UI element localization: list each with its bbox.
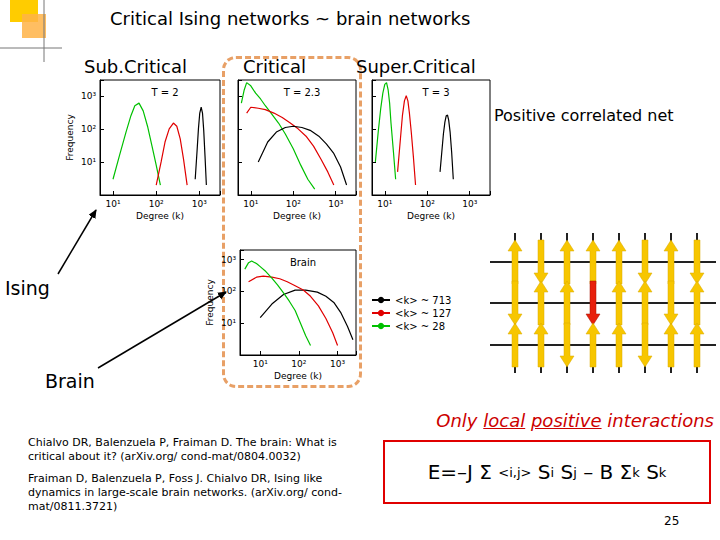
- html-text:Sub.Critical: Sub.Critical: [84, 56, 187, 77]
- svg-text:Brain: Brain: [290, 257, 316, 268]
- html-text:E=–J Σ<i,j>SiSj– B ΣkSk: E=–J Σ<i,j>SiSj– B ΣkSk: [427, 460, 667, 484]
- svg-text:T = 2.3: T = 2.3: [283, 87, 321, 98]
- svg-text:Degree (k): Degree (k): [274, 371, 322, 381]
- html-text:25: 25: [664, 514, 680, 528]
- svg-text:<k> ~ 127: <k> ~ 127: [395, 308, 451, 319]
- svg-text:<k> ~ 713: <k> ~ 713: [395, 295, 451, 306]
- svg-text:Degree (k): Degree (k): [136, 211, 184, 221]
- html-text:Chialvo DR, Balenzuela P, Frai: Chialvo DR, Balenzuela P, Fraiman D. The…: [28, 436, 337, 463]
- svg-text:T = 2: T = 2: [150, 87, 178, 98]
- svg-text:10¹: 10¹: [105, 199, 120, 209]
- svg-text:10¹: 10¹: [377, 199, 392, 209]
- html-text:Super.Critical: Super.Critical: [356, 56, 476, 77]
- svg-text:10²: 10²: [221, 286, 236, 296]
- svg-text:10³: 10³: [462, 199, 477, 209]
- html-text:Critical: Critical: [243, 56, 306, 77]
- svg-text:10²: 10²: [81, 124, 96, 134]
- html-text:Fraiman D, Balenzuela P, Foss: Fraiman D, Balenzuela P, Foss J. Chialvo…: [28, 472, 342, 513]
- html-text:Only local positive interactio: Only local positive interactions: [436, 410, 714, 431]
- svg-text:Degree (k): Degree (k): [273, 211, 321, 221]
- svg-text:Degree (k): Degree (k): [407, 211, 455, 221]
- html-text:Brain: Brain: [45, 370, 95, 392]
- svg-text:10²: 10²: [291, 359, 306, 369]
- svg-text:T = 3: T = 3: [421, 87, 449, 98]
- svg-text:10¹: 10¹: [221, 318, 236, 328]
- svg-text:10³: 10³: [81, 91, 96, 101]
- svg-text:<k> ~ 28: <k> ~ 28: [395, 321, 445, 332]
- html-text:Critical Ising networks ~ brai: Critical Ising networks ~ brain networks: [110, 8, 471, 29]
- svg-text:10³: 10³: [330, 359, 345, 369]
- svg-text:10³: 10³: [192, 199, 207, 209]
- html-text:Ising: Ising: [5, 277, 50, 299]
- svg-text:10²: 10²: [286, 199, 301, 209]
- svg-text:10¹: 10¹: [243, 199, 258, 209]
- svg-text:10³: 10³: [221, 255, 236, 265]
- svg-text:10³: 10³: [328, 199, 343, 209]
- svg-text:10¹: 10¹: [253, 359, 268, 369]
- svg-text:10²: 10²: [149, 199, 164, 209]
- html-text:Positive correlated net: Positive correlated net: [494, 106, 674, 125]
- svg-text:Frequency: Frequency: [65, 114, 75, 161]
- svg-text:Frequency: Frequency: [205, 279, 215, 326]
- svg-text:10²: 10²: [420, 199, 435, 209]
- svg-text:10¹: 10¹: [81, 157, 96, 167]
